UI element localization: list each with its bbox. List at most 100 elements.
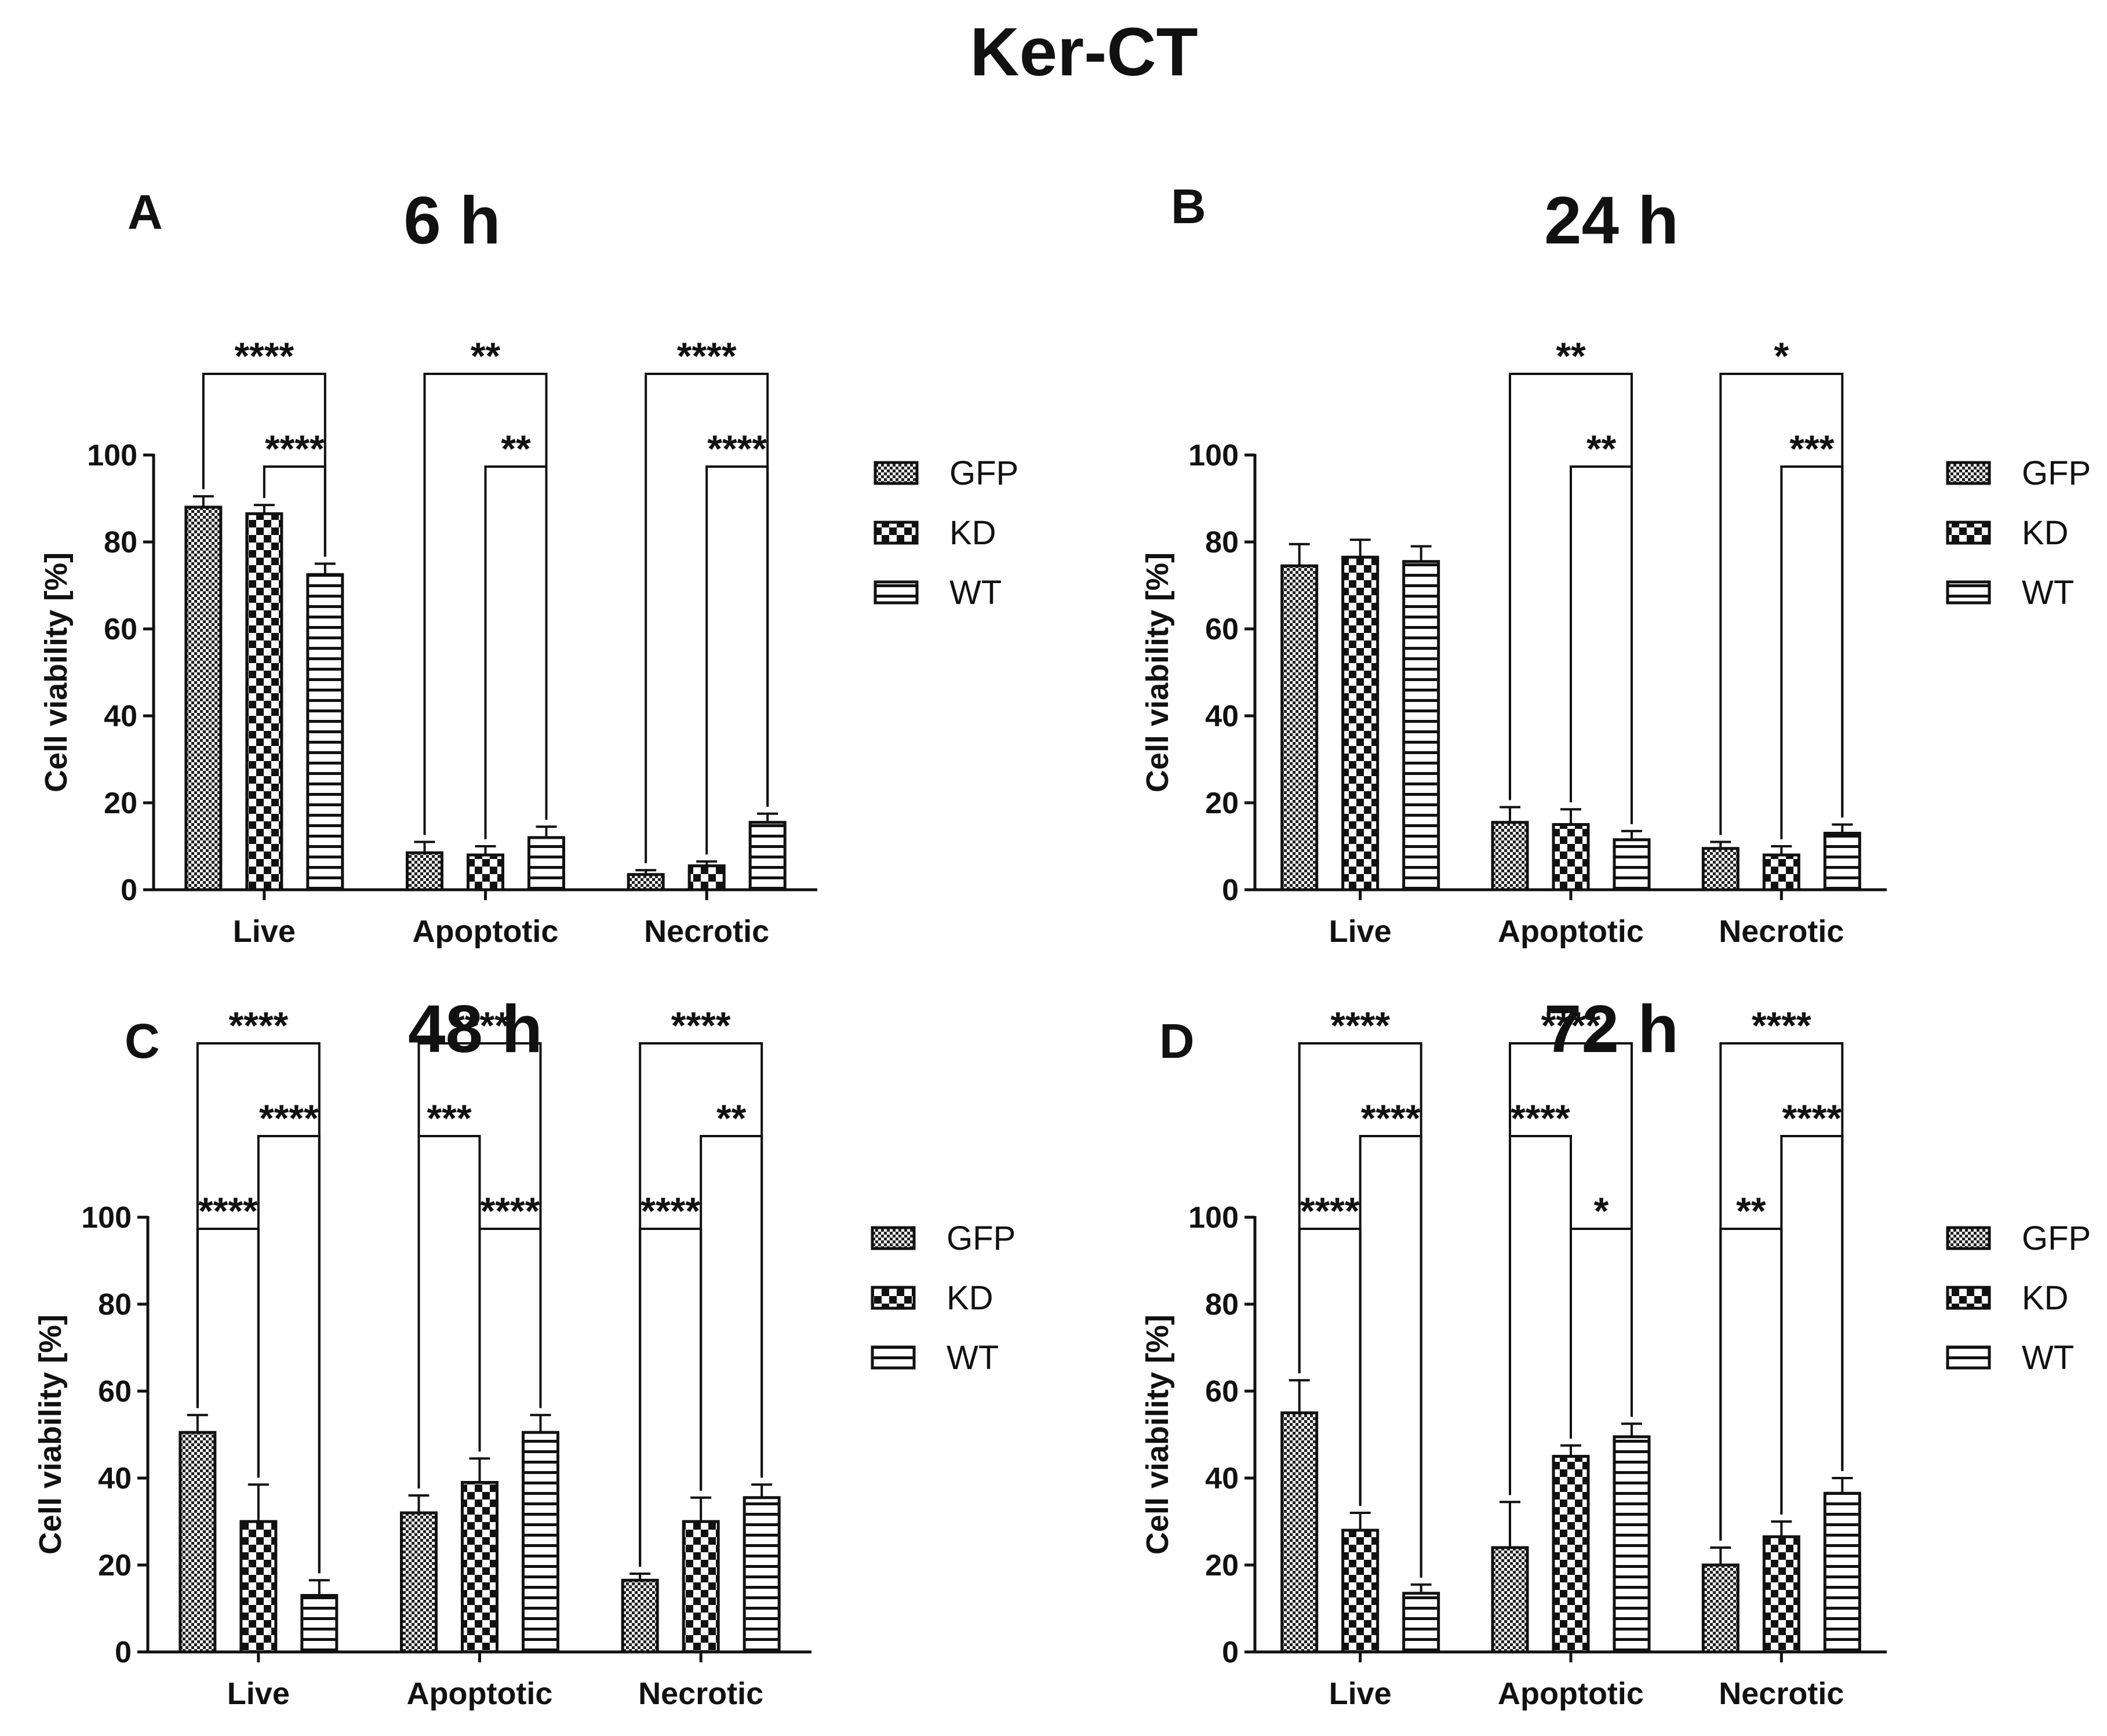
y-axis-label: Cell viability [%] <box>1140 552 1175 792</box>
bar-kd-necrotic <box>1762 1535 1800 1654</box>
panel-b: B 24 h 0 20 40 60 80 100 Cell viability [%] Live A… <box>1140 179 2091 949</box>
legend-swatch-gfp <box>871 1226 916 1250</box>
significance-label: **** <box>1752 1004 1811 1047</box>
significance-bracket <box>478 1228 542 1452</box>
bar-kd-apoptotic <box>1552 1455 1590 1654</box>
bar-wt-live <box>306 573 344 891</box>
significance-bracket <box>639 1228 703 1567</box>
significance-label: **** <box>1361 1097 1421 1140</box>
y-tick-label: 20 <box>1205 787 1239 820</box>
y-tick-label: 80 <box>1205 526 1239 559</box>
y-tick-label: 40 <box>1205 700 1239 733</box>
significance-bracket <box>1359 1135 1422 1578</box>
bar-wt-apoptotic <box>522 1431 559 1654</box>
legend-label-wt: WT <box>2022 1339 2074 1377</box>
significance-label: **** <box>1782 1097 1842 1140</box>
bar-gfp-apoptotic <box>1491 821 1529 891</box>
significance-label: * <box>1594 1189 1609 1232</box>
y-tick-label: 20 <box>104 787 137 820</box>
x-tick-label: Live <box>227 1676 290 1711</box>
bar-wt-necrotic <box>1823 832 1861 891</box>
significance-bracket <box>196 1228 260 1478</box>
bar-wt-live <box>1402 560 1440 891</box>
significance-bracket <box>1298 1228 1362 1506</box>
legend-swatch-gfp <box>874 461 919 485</box>
y-tick-label: 80 <box>1205 1288 1239 1322</box>
legend-label-kd: KD <box>947 1279 994 1317</box>
bar-gfp-live <box>184 505 223 891</box>
y-tick-label: 40 <box>1205 1462 1239 1495</box>
bar-kd-live <box>245 512 283 891</box>
significance-label: **** <box>198 1189 258 1232</box>
panel-label: D <box>1159 1014 1195 1068</box>
y-tick-label: 20 <box>1205 1549 1239 1582</box>
significance-label: * <box>1774 334 1789 377</box>
x-tick-label: Apoptotic <box>1498 914 1644 949</box>
legend-swatch-wt <box>874 580 919 605</box>
significance-label: **** <box>259 1097 319 1140</box>
y-axis-label: Cell viability [%] <box>39 552 74 792</box>
x-tick-label: Apoptotic <box>1498 1676 1644 1711</box>
significance-bracket <box>257 1135 321 1574</box>
x-tick-label: Apoptotic <box>413 914 559 949</box>
y-tick-label: 40 <box>98 1462 132 1495</box>
bar-kd-necrotic <box>1762 853 1800 891</box>
y-tick-label: 0 <box>115 1636 132 1669</box>
bar-gfp-live <box>1280 564 1319 891</box>
significance-bracket <box>263 465 326 557</box>
legend-label-kd: KD <box>2022 1279 2069 1317</box>
significance-bracket <box>1570 465 1633 824</box>
bar-kd-live <box>239 1520 278 1654</box>
bar-wt-necrotic <box>743 1496 781 1654</box>
bar-gfp-necrotic <box>1701 1563 1740 1654</box>
significance-label: **** <box>707 427 767 470</box>
x-tick-label: Live <box>233 914 296 949</box>
panel-c: C 48 h 0 20 40 60 80 100 Cell viability [%] Live A… <box>33 991 1016 1711</box>
figure-title: Ker-CT <box>970 14 1198 90</box>
bar-gfp-apoptotic <box>406 851 443 891</box>
significance-label: **** <box>265 427 325 470</box>
y-tick-label: 60 <box>104 613 137 646</box>
significance-bracket <box>417 1135 481 1488</box>
significance-label: *** <box>427 1097 471 1140</box>
significance-bracket <box>484 465 548 839</box>
bar-kd-necrotic <box>687 864 726 891</box>
legend-swatch-kd <box>874 521 919 545</box>
panel-title: 48 h <box>408 991 543 1067</box>
x-tick-label: Necrotic <box>1719 914 1844 949</box>
bar-wt-live <box>1402 1592 1440 1654</box>
legend-swatch-wt <box>1946 1345 1991 1370</box>
significance-label: **** <box>1511 1097 1570 1140</box>
legend-label-wt: WT <box>949 574 1002 612</box>
y-tick-label: 60 <box>1205 1375 1239 1409</box>
y-tick-label: 60 <box>98 1375 132 1409</box>
legend-swatch-kd <box>871 1286 916 1310</box>
y-axis-label: Cell viability [%] <box>1140 1315 1175 1555</box>
legend-swatch-gfp <box>1946 1226 1991 1250</box>
y-tick-label: 0 <box>1222 874 1239 907</box>
significance-label: **** <box>671 1004 731 1047</box>
legend-label-gfp: GFP <box>2022 1220 2091 1257</box>
legend-label-gfp: GFP <box>949 454 1018 492</box>
bar-kd-necrotic <box>682 1520 720 1654</box>
y-tick-label: 100 <box>1188 439 1239 472</box>
legend-label-wt: WT <box>2022 574 2074 612</box>
x-tick-label: Necrotic <box>644 914 769 949</box>
bar-wt-apoptotic <box>1613 1435 1651 1654</box>
x-tick-label: Necrotic <box>1719 1676 1844 1711</box>
significance-label: ** <box>471 334 501 377</box>
bar-kd-apoptotic <box>467 853 504 891</box>
significance-label: **** <box>450 1004 510 1047</box>
panel-title: 72 h <box>1544 991 1679 1067</box>
y-tick-label: 80 <box>98 1288 132 1322</box>
legend-label-gfp: GFP <box>2022 454 2091 492</box>
significance-label: **** <box>228 1004 288 1047</box>
panel-title: 24 h <box>1544 183 1679 258</box>
y-tick-label: 0 <box>1222 1636 1239 1669</box>
significance-label: ** <box>1736 1189 1766 1232</box>
significance-bracket <box>1719 1228 1783 1541</box>
significance-label: **** <box>234 334 294 377</box>
significance-label: *** <box>1789 427 1834 470</box>
significance-bracket <box>1570 1228 1633 1439</box>
